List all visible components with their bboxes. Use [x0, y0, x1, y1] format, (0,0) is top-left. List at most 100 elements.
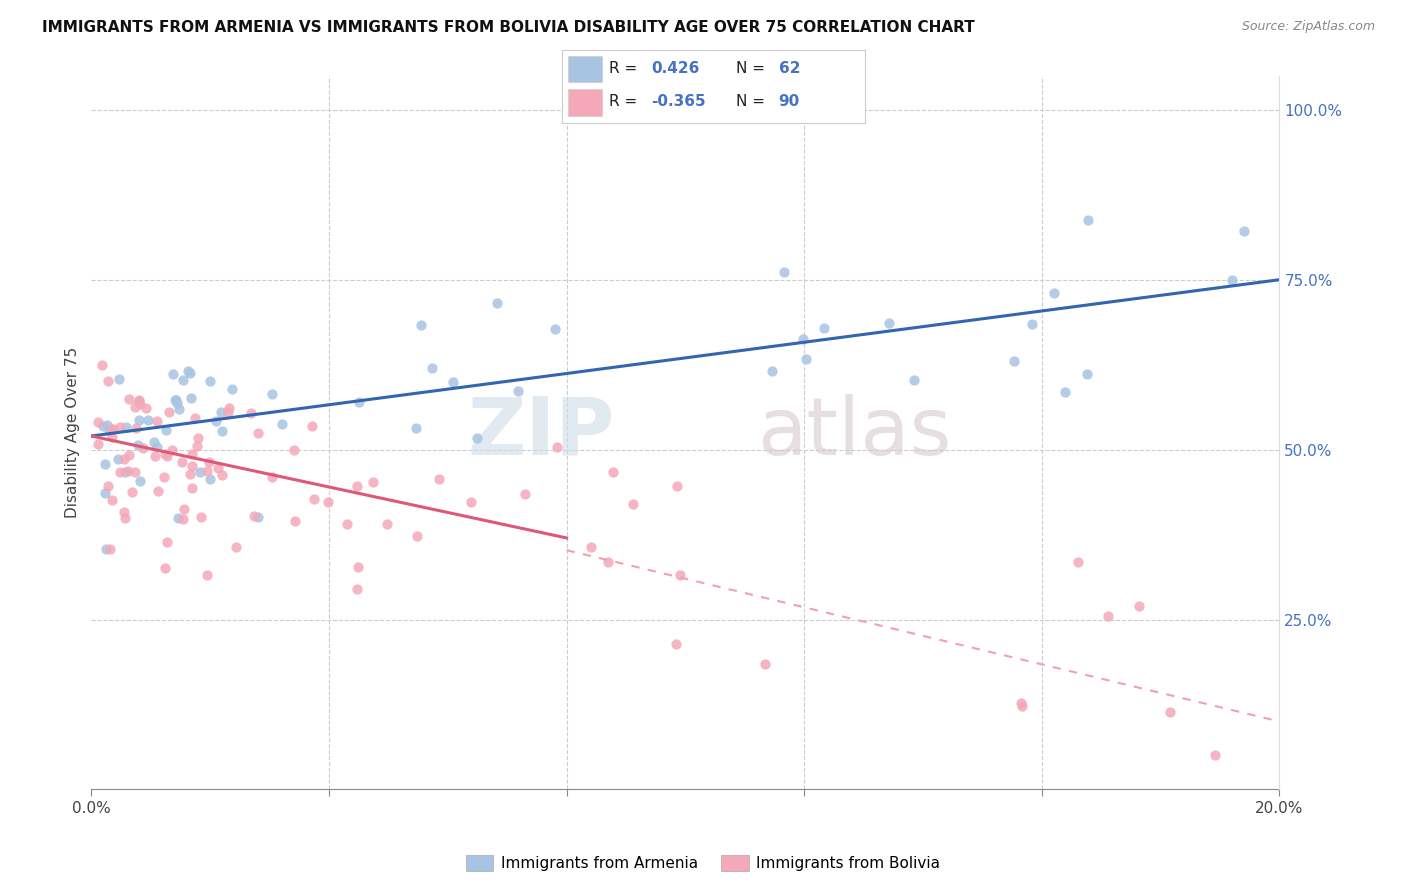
Point	[346, 582, 368, 596]
Point	[179, 467, 201, 482]
Point	[197, 455, 219, 469]
Point	[121, 484, 143, 499]
Point	[162, 368, 184, 382]
Text: IMMIGRANTS FROM ARMENIA VS IMMIGRANTS FROM BOLIVIA DISABILITY AGE OVER 75 CORREL: IMMIGRANTS FROM ARMENIA VS IMMIGRANTS FR…	[42, 20, 974, 35]
Point	[347, 395, 370, 409]
Text: N =: N =	[737, 62, 770, 76]
Point	[93, 457, 115, 471]
Point	[225, 540, 247, 554]
Point	[1076, 367, 1098, 381]
Point	[114, 511, 136, 525]
Point	[1021, 318, 1043, 332]
Bar	[568, 56, 602, 82]
Point	[156, 534, 179, 549]
Point	[316, 495, 339, 509]
Text: R =: R =	[609, 94, 643, 109]
Point	[211, 467, 233, 482]
Point	[112, 505, 135, 519]
Point	[124, 465, 146, 479]
Point	[128, 394, 150, 409]
Point	[148, 483, 170, 498]
Point	[180, 391, 202, 405]
Point	[124, 421, 146, 435]
Point	[420, 361, 443, 376]
Text: atlas: atlas	[756, 393, 950, 472]
Point	[108, 372, 131, 386]
Point	[153, 447, 176, 461]
Point	[195, 567, 218, 582]
Point	[128, 475, 150, 489]
Point	[179, 366, 201, 380]
Point	[181, 447, 204, 461]
Point	[172, 373, 194, 387]
Point	[167, 511, 190, 525]
Point	[1066, 555, 1088, 569]
Point	[170, 455, 193, 469]
Point	[794, 352, 817, 367]
Point	[181, 459, 204, 474]
Text: 62: 62	[779, 62, 800, 76]
Point	[128, 412, 150, 426]
Point	[209, 405, 232, 419]
Point	[96, 374, 118, 388]
Point	[91, 358, 114, 372]
Point	[1077, 212, 1099, 227]
Point	[218, 401, 240, 415]
Point	[207, 461, 229, 475]
Point	[211, 425, 233, 439]
Point	[773, 265, 796, 279]
Point	[172, 511, 194, 525]
Point	[117, 392, 139, 406]
Point	[138, 413, 160, 427]
Point	[163, 392, 186, 407]
Point	[160, 442, 183, 457]
Y-axis label: Disability Age Over 75: Disability Age Over 75	[65, 347, 80, 518]
Point	[405, 421, 427, 435]
Point	[101, 493, 124, 508]
Point	[142, 435, 165, 450]
Point	[260, 387, 283, 401]
Point	[184, 410, 207, 425]
Point	[112, 452, 135, 467]
Point	[221, 382, 243, 396]
Point	[187, 431, 209, 445]
Point	[406, 529, 429, 543]
Bar	[568, 89, 602, 116]
Point	[301, 419, 323, 434]
Point	[155, 561, 177, 575]
Point	[336, 517, 359, 532]
Point	[761, 364, 783, 378]
Point	[108, 420, 131, 434]
Point	[1097, 608, 1119, 623]
Point	[1128, 599, 1150, 614]
Point	[669, 568, 692, 582]
Point	[169, 401, 191, 416]
Point	[188, 465, 211, 479]
Point	[166, 396, 188, 410]
Point	[346, 479, 368, 493]
Point	[409, 318, 432, 332]
Point	[596, 554, 619, 568]
Point	[1204, 748, 1226, 763]
Point	[375, 517, 398, 532]
Point	[114, 465, 136, 479]
Point	[1159, 705, 1181, 719]
Point	[665, 637, 688, 651]
Point	[515, 487, 537, 501]
Legend: Immigrants from Armenia, Immigrants from Bolivia: Immigrants from Armenia, Immigrants from…	[460, 849, 946, 877]
Point	[181, 481, 204, 495]
Point	[903, 373, 925, 387]
Point	[91, 419, 114, 434]
Point	[177, 364, 200, 378]
Point	[813, 321, 835, 335]
Point	[544, 322, 567, 336]
Point	[262, 470, 284, 484]
Point	[485, 295, 508, 310]
Point	[665, 479, 688, 493]
Point	[86, 436, 108, 450]
Point	[127, 438, 149, 452]
Point	[198, 374, 221, 388]
Point	[101, 422, 124, 436]
Point	[190, 509, 212, 524]
Point	[240, 406, 263, 420]
